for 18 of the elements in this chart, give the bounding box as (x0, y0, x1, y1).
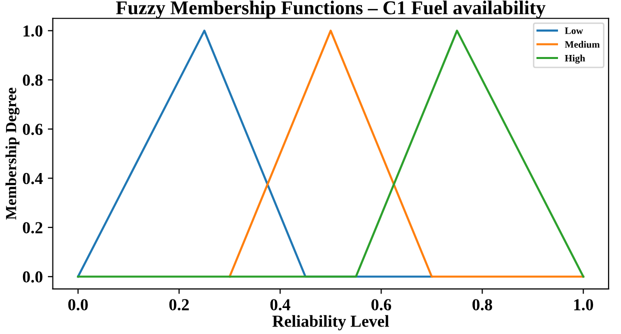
y-tick-label: 0.2 (22, 222, 42, 234)
y-tick-label: 0.6 (22, 124, 43, 136)
x-axis-title: Reliability Level (272, 315, 389, 330)
x-tick-label: 1.0 (574, 299, 594, 310)
y-tick-label: 0.0 (22, 271, 42, 283)
legend-label: Medium (564, 40, 600, 48)
chart-title: Fuzzy Membership Functions – C1 Fuel availability (116, 0, 546, 18)
x-tick-label: 0.0 (68, 299, 88, 310)
x-tick-label: 0.8 (472, 299, 492, 310)
y-axis-title: Membership Degree (5, 88, 20, 220)
x-tick-label: 0.2 (169, 299, 189, 310)
x-tick-label: 0.4 (270, 299, 290, 310)
legend-label: Low (564, 28, 584, 34)
x-tick-label: 0.6 (371, 299, 392, 310)
y-tick-label: 0.8 (22, 74, 43, 86)
y-tick-label: 1.0 (24, 25, 42, 37)
y-tick-label: 0.4 (22, 172, 43, 184)
legend-label: High (564, 54, 586, 64)
